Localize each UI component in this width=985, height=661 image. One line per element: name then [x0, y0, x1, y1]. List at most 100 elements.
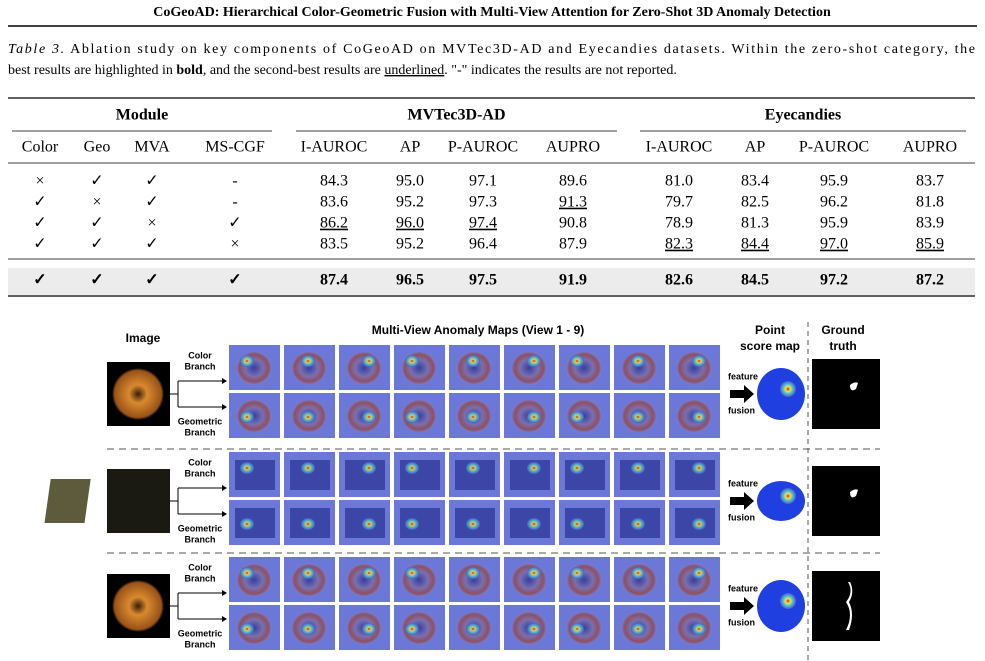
- column-header: AUPRO: [903, 139, 957, 156]
- arrow-head: [222, 378, 227, 384]
- map-object: [346, 351, 382, 385]
- map-hotspot: [692, 567, 706, 579]
- cell: ×: [92, 194, 101, 211]
- cell: ×: [35, 173, 44, 190]
- cell: 78.9: [665, 215, 693, 232]
- fusion-label: fusion: [728, 405, 755, 415]
- map-object: [401, 351, 437, 385]
- map-hotspot: [631, 355, 645, 367]
- map-hotspot: [631, 567, 645, 579]
- score-map: [757, 368, 805, 420]
- cell: 97.1: [469, 173, 497, 190]
- cell: 90.8: [559, 215, 587, 232]
- map-hotspot: [570, 411, 584, 423]
- cell: 91.9: [559, 272, 587, 289]
- cell: 83.9: [916, 215, 944, 232]
- cell: 97.0: [820, 236, 848, 253]
- map-hotspot: [692, 355, 706, 367]
- branch-label: Branch: [184, 468, 215, 478]
- map-object: [456, 351, 492, 385]
- cell: 87.4: [320, 272, 348, 289]
- branch-label: Branch: [184, 361, 215, 371]
- map-object: [236, 399, 272, 433]
- column-header: I-AUROC: [301, 139, 368, 156]
- cell: ✓: [145, 272, 158, 289]
- caption-text: best results are highlighted in: [8, 63, 176, 78]
- map-hotspot: [692, 623, 706, 635]
- map-object: [566, 399, 602, 433]
- cell: 79.7: [665, 194, 693, 211]
- cell: -: [232, 173, 237, 190]
- image-label: Image: [126, 331, 161, 345]
- map-object: [511, 563, 547, 597]
- group-header: Module: [116, 107, 168, 124]
- map-object: [291, 563, 327, 597]
- map-hotspot: [631, 411, 645, 423]
- map-hotspot: [692, 462, 706, 474]
- column-header: MS-CGF: [205, 139, 265, 156]
- map-hotspot: [301, 355, 315, 367]
- truth-label: Ground: [821, 323, 864, 337]
- map-hotspot: [466, 411, 480, 423]
- cell: 85.9: [916, 236, 944, 253]
- map-hotspot: [240, 462, 254, 474]
- cell: 95.2: [396, 194, 424, 211]
- cell: 83.7: [916, 173, 944, 190]
- map-hotspot: [240, 518, 254, 530]
- cell: 95.0: [396, 173, 424, 190]
- caption-line: Table 3. Ablation study on key component…: [8, 42, 975, 57]
- fusion-arrow: [730, 385, 754, 403]
- cell: 81.0: [665, 173, 693, 190]
- map-object: [566, 351, 602, 385]
- cell: 84.5: [741, 272, 769, 289]
- column-header: Geo: [84, 139, 111, 156]
- column-header: I-AUROC: [646, 139, 713, 156]
- cell: ×: [147, 215, 156, 232]
- map-object: [235, 460, 275, 490]
- page-title: CoGeoAD: Hierarchical Color-Geometric Fu…: [153, 5, 831, 20]
- column-header: Color: [22, 139, 59, 156]
- cell: 83.4: [741, 173, 769, 190]
- branch-label: Geometric: [178, 523, 223, 533]
- arrow-head: [222, 404, 227, 410]
- score-map: [757, 580, 805, 632]
- score-hotspot: [780, 381, 796, 397]
- table: Module MVTec3D-AD Eyecandies Color Geo MVA MS-…: [8, 97, 975, 297]
- map-hotspot: [405, 462, 419, 474]
- map-hotspot: [405, 518, 419, 530]
- cell: ✓: [33, 236, 46, 253]
- branch-label: Color: [188, 350, 212, 360]
- ground-truth: [812, 571, 880, 641]
- column-header: AP: [400, 139, 421, 156]
- row-highlight: [8, 268, 975, 295]
- feature-label: feature: [728, 371, 758, 381]
- map-object: [346, 563, 382, 597]
- map-hotspot: [362, 567, 376, 579]
- map-hotspot: [570, 567, 584, 579]
- fusion-arrow: [730, 492, 754, 510]
- map-hotspot: [527, 623, 541, 635]
- map-hotspot: [527, 518, 541, 530]
- column-header: MVA: [134, 139, 170, 156]
- map-object: [621, 563, 657, 597]
- arrow-head: [222, 511, 227, 517]
- caption-text: Ablation study on key components of CoGe…: [70, 42, 975, 57]
- cell: ✓: [145, 236, 158, 253]
- cell: ✓: [33, 272, 46, 289]
- map-hotspot: [570, 462, 584, 474]
- cell: ✓: [90, 215, 103, 232]
- caption-underline: underlined: [384, 63, 444, 78]
- ground-truth-mask: [846, 582, 853, 630]
- map-hotspot: [405, 411, 419, 423]
- map-hotspot: [570, 355, 584, 367]
- branch-label: Color: [188, 457, 212, 467]
- object: [44, 479, 91, 523]
- arrow-head: [222, 485, 227, 491]
- map-hotspot: [362, 623, 376, 635]
- map-hotspot: [362, 411, 376, 423]
- ground-truth: [812, 466, 880, 536]
- caption-line: best results are highlighted in bold, an…: [8, 63, 677, 78]
- cell: 82.6: [665, 272, 693, 289]
- column-header: AP: [745, 139, 766, 156]
- map-hotspot: [240, 355, 254, 367]
